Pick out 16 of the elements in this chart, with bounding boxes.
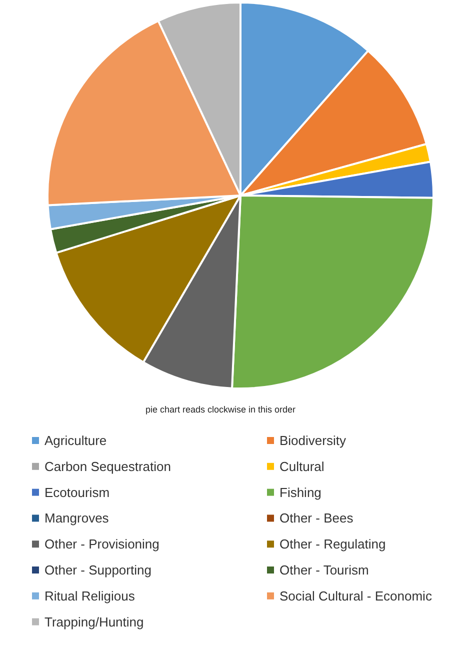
legend-label: Other - Bees (280, 510, 354, 526)
legend-label: Carbon Sequestration (44, 458, 171, 474)
legend-label: Ritual Religious (44, 588, 136, 604)
legend-label: Agriculture (44, 433, 107, 448)
text: pie chart reads clockwise in this order (145, 404, 296, 414)
legend-label: Other - Regulating (280, 536, 386, 552)
legend-label: Cultural (280, 458, 324, 474)
legend-label: Trapping/Hunting (44, 614, 144, 630)
legend-label: Social Cultural - Economic (280, 588, 432, 604)
legend-label: Biodiversity (280, 433, 346, 448)
legend-label: Other - Provisioning (44, 536, 160, 552)
legend-label: Other - Supporting (44, 562, 152, 578)
legend-label: Fishing (280, 484, 322, 500)
legend-label: Other - Tourism (280, 562, 369, 578)
legend-label: Mangroves (44, 510, 110, 526)
legend-label: Ecotourism (44, 484, 110, 500)
